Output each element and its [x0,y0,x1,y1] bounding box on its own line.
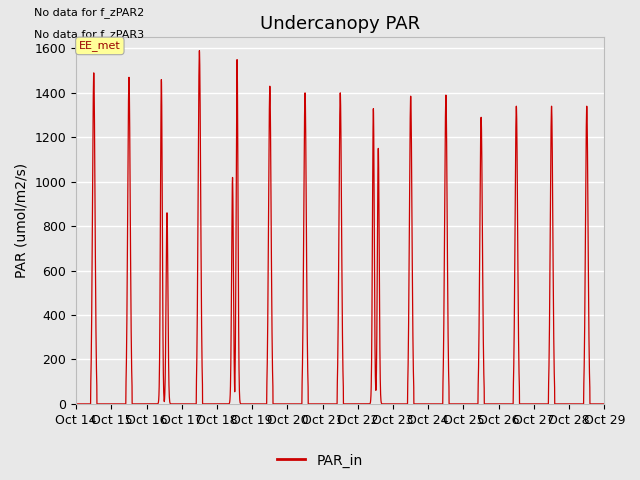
Text: No data for f_zPAR2: No data for f_zPAR2 [34,7,144,18]
Text: No data for f_zPAR3: No data for f_zPAR3 [34,29,144,40]
Y-axis label: PAR (umol/m2/s): PAR (umol/m2/s) [15,163,29,278]
Title: Undercanopy PAR: Undercanopy PAR [260,15,420,33]
Legend: PAR_in: PAR_in [272,448,368,473]
Text: EE_met: EE_met [79,40,121,51]
